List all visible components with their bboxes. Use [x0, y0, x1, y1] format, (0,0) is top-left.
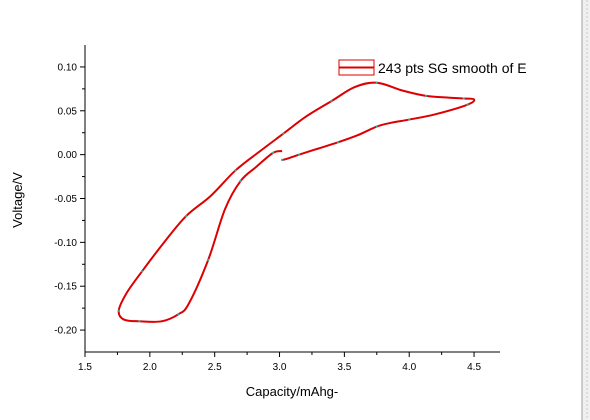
data-point: [239, 179, 242, 182]
y-tick-label: 0.05: [58, 106, 78, 117]
data-point: [462, 97, 465, 100]
data-point: [425, 94, 428, 97]
x-axis-ticks: 1.5 2.0 2.5 3.0 3.5 4.0 4.5: [78, 352, 481, 373]
data-point: [281, 158, 284, 161]
data-point: [375, 125, 378, 128]
series-line: [117, 81, 476, 323]
data-point: [177, 313, 180, 316]
data-point: [336, 141, 339, 144]
legend-label: 243 pts SG smooth of E: [378, 60, 527, 76]
x-tick-label: 1.5: [78, 362, 92, 373]
data-point: [141, 270, 144, 273]
x-tick-label: 2.5: [208, 362, 222, 373]
data-point: [282, 132, 285, 135]
x-tick-label: 2.0: [143, 362, 157, 373]
window-edge-strip: [582, 0, 590, 420]
data-point: [272, 151, 275, 154]
data-point: [408, 118, 411, 121]
series-group: [117, 81, 476, 323]
data-point: [375, 81, 378, 84]
legend: 243 pts SG smooth of E: [338, 59, 527, 76]
data-point: [185, 215, 188, 218]
data-point: [466, 103, 469, 106]
data-point: [138, 320, 141, 323]
y-tick-label: 0.10: [58, 62, 78, 73]
data-point: [207, 258, 210, 261]
data-point: [117, 309, 120, 312]
y-tick-label: -0.05: [54, 194, 77, 205]
x-tick-label: 3.0: [273, 362, 287, 373]
y-tick-label: -0.20: [54, 326, 77, 337]
y-axis-ticks: -0.20 -0.15 -0.10 -0.05 0.00 0.05 0.10: [54, 62, 85, 337]
y-axis-title: Voltage/V: [10, 172, 25, 228]
x-tick-label: 4.5: [467, 362, 481, 373]
x-tick-label: 4.0: [402, 362, 416, 373]
y-tick-label: -0.15: [54, 282, 77, 293]
data-point: [297, 153, 300, 156]
y-tick-label: -0.10: [54, 238, 77, 249]
data-point: [234, 169, 237, 172]
x-tick-label: 3.5: [337, 362, 351, 373]
x-axis-title: Capacity/mAhg-: [246, 384, 338, 399]
data-point: [330, 100, 333, 103]
y-tick-label: 0.00: [58, 150, 78, 161]
